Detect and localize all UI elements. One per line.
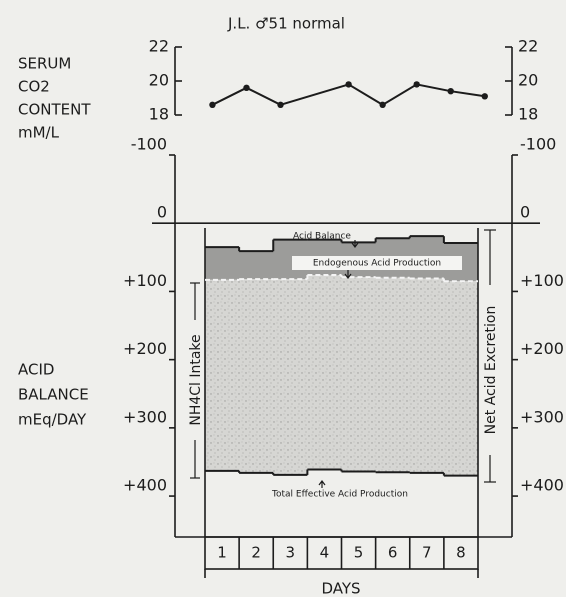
y-tick-label: 18 bbox=[518, 105, 538, 124]
y-tick-label: +100 bbox=[520, 271, 564, 290]
x-tick-label: 5 bbox=[354, 544, 364, 562]
y-tick-label: 22 bbox=[518, 37, 538, 56]
y-tick-label: 20 bbox=[149, 71, 169, 90]
series-label: Endogenous Acid Production bbox=[313, 259, 441, 269]
y-tick-label: -100 bbox=[520, 135, 556, 154]
point bbox=[481, 93, 488, 100]
label-bg bbox=[292, 256, 462, 270]
acid-production-band bbox=[409, 278, 445, 473]
x-axis-label: DAYS bbox=[321, 580, 360, 597]
acid-production-band bbox=[375, 277, 411, 473]
chart-title: J.L. ♂51 normal bbox=[227, 15, 345, 33]
acid-balance-band bbox=[239, 251, 274, 280]
point bbox=[379, 101, 386, 109]
point bbox=[277, 101, 284, 109]
y-tick-label: +200 bbox=[123, 339, 167, 358]
y-axis-label: mEq/DAY bbox=[18, 411, 87, 429]
acid-production-band bbox=[307, 275, 342, 470]
point bbox=[243, 84, 250, 92]
y-tick-label: +300 bbox=[520, 407, 564, 426]
y-tick-label: 0 bbox=[157, 203, 167, 222]
y-tick-label: 20 bbox=[518, 71, 538, 90]
annotation: NH4Cl Intake bbox=[188, 334, 204, 425]
point bbox=[447, 88, 454, 95]
series-label: Acid Balance bbox=[293, 232, 351, 242]
point bbox=[209, 101, 216, 109]
y-axis-label: CONTENT bbox=[18, 101, 91, 119]
line bbox=[211, 83, 485, 106]
annotation: Net Acid Excretion bbox=[483, 306, 499, 435]
arrow bbox=[318, 480, 326, 488]
acid-production-band bbox=[273, 279, 308, 475]
y-tick-label: 22 bbox=[149, 37, 169, 56]
bracket-gap bbox=[186, 320, 204, 440]
y-axis-label: CO2 bbox=[18, 78, 50, 96]
arrow bbox=[344, 270, 352, 279]
acid-production-band bbox=[443, 281, 479, 476]
y-tick-label: +300 bbox=[123, 407, 167, 426]
x-tick-label: 1 bbox=[217, 544, 227, 562]
x-tick-label: 6 bbox=[388, 544, 398, 562]
arrow bbox=[351, 240, 359, 248]
point bbox=[413, 81, 420, 88]
x-tick-label: 8 bbox=[456, 544, 466, 562]
y-axis-label: mM/L bbox=[18, 124, 60, 142]
point bbox=[345, 81, 352, 88]
x-tick-label: 3 bbox=[286, 544, 296, 562]
x-tick-label: 2 bbox=[251, 544, 261, 562]
acid-production-band bbox=[205, 279, 240, 471]
x-tick-label: 7 bbox=[422, 544, 432, 562]
y-tick-label: +400 bbox=[520, 476, 564, 495]
acid-production-band bbox=[341, 277, 377, 472]
y-tick-label: +200 bbox=[520, 339, 564, 358]
acid-balance-band bbox=[205, 247, 240, 280]
y-tick-label: 18 bbox=[149, 105, 169, 124]
y-tick-label: +400 bbox=[123, 476, 167, 495]
y-axis-label: BALANCE bbox=[18, 386, 89, 404]
y-axis-label: SERUM bbox=[18, 55, 71, 73]
y-tick-label: +100 bbox=[123, 271, 167, 290]
y-tick-label: -100 bbox=[131, 135, 167, 154]
acid-production-band bbox=[239, 279, 274, 473]
bracket-gap bbox=[481, 285, 499, 455]
x-tick-label: 4 bbox=[320, 544, 330, 562]
y-axis-label: ACID bbox=[18, 361, 54, 379]
y-tick-label: 0 bbox=[520, 203, 530, 222]
series-label: Total Effective Acid Production bbox=[271, 490, 408, 500]
